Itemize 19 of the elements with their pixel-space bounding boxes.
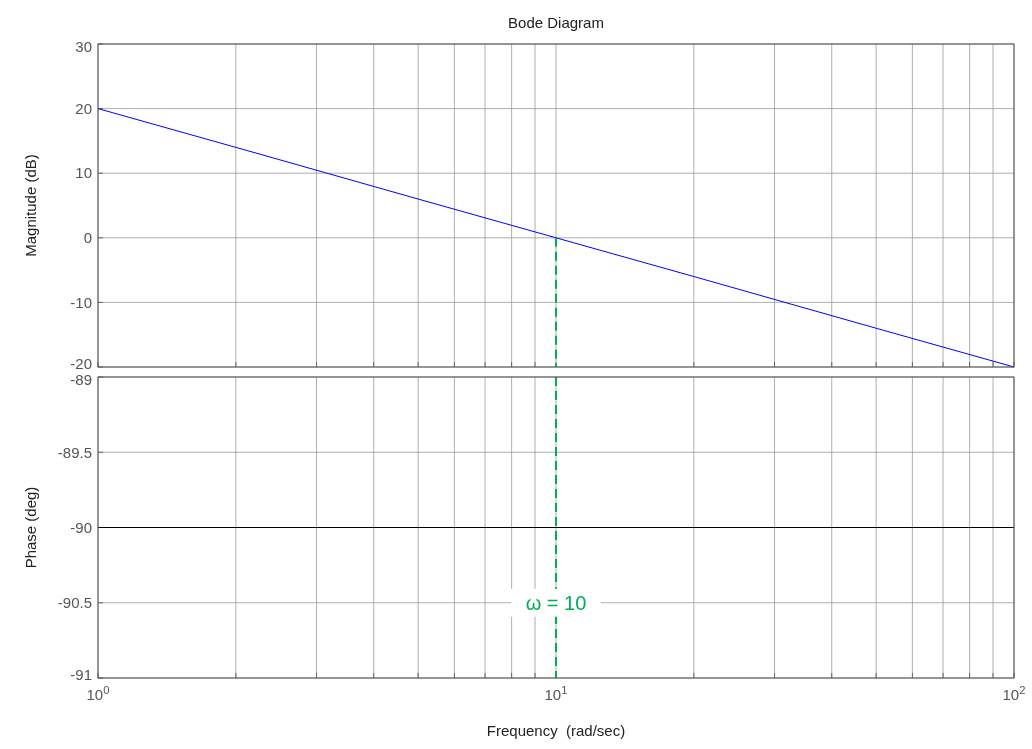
x-tick-label: 10$^{2}$	[1002, 684, 1026, 703]
x-tick-label: 10$^{1}$	[544, 684, 568, 703]
y-tick-label: -10	[70, 293, 92, 311]
annotation: ω = 10	[525, 591, 587, 614]
y-tick-label: -91	[70, 666, 92, 684]
y-tick-label: -90.5	[57, 594, 92, 611]
y-axis-title: Phase (deg)	[22, 486, 39, 569]
y-axis-title: Magnitude (dB)	[22, 154, 39, 257]
chart-title: Bode Diagram	[508, 14, 604, 31]
y-tick-label: 10	[75, 164, 92, 182]
y-tick-label: -20	[70, 355, 92, 373]
y-tick-label: 30	[75, 38, 92, 56]
y-tick-label: -89	[70, 371, 92, 389]
y-tick-label: -89.5	[57, 443, 92, 461]
y-tick-label: 20	[75, 99, 92, 117]
y-tick-label: 0	[83, 229, 92, 247]
y-tick-label: -90	[70, 518, 92, 536]
x-tick-label: 10$^{0}$	[86, 684, 110, 703]
x-axis-title: Frequency (rad/sec)	[486, 722, 626, 739]
